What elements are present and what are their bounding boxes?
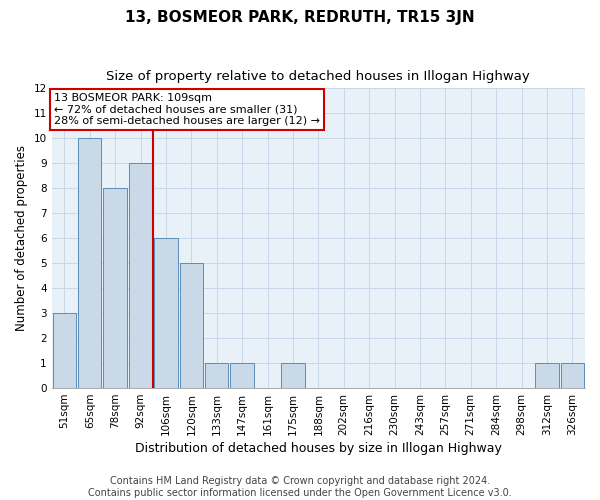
- Text: 13 BOSMEOR PARK: 109sqm
← 72% of detached houses are smaller (31)
28% of semi-de: 13 BOSMEOR PARK: 109sqm ← 72% of detache…: [55, 93, 320, 126]
- Text: 13, BOSMEOR PARK, REDRUTH, TR15 3JN: 13, BOSMEOR PARK, REDRUTH, TR15 3JN: [125, 10, 475, 25]
- Bar: [129, 164, 152, 388]
- Bar: [103, 188, 127, 388]
- Text: Contains HM Land Registry data © Crown copyright and database right 2024.
Contai: Contains HM Land Registry data © Crown c…: [88, 476, 512, 498]
- Bar: [53, 313, 76, 388]
- Bar: [281, 363, 305, 388]
- Bar: [78, 138, 101, 388]
- Bar: [230, 363, 254, 388]
- Title: Size of property relative to detached houses in Illogan Highway: Size of property relative to detached ho…: [106, 70, 530, 83]
- X-axis label: Distribution of detached houses by size in Illogan Highway: Distribution of detached houses by size …: [135, 442, 502, 455]
- Bar: [535, 363, 559, 388]
- Y-axis label: Number of detached properties: Number of detached properties: [15, 145, 28, 331]
- Bar: [560, 363, 584, 388]
- Bar: [179, 263, 203, 388]
- Bar: [205, 363, 229, 388]
- Bar: [154, 238, 178, 388]
